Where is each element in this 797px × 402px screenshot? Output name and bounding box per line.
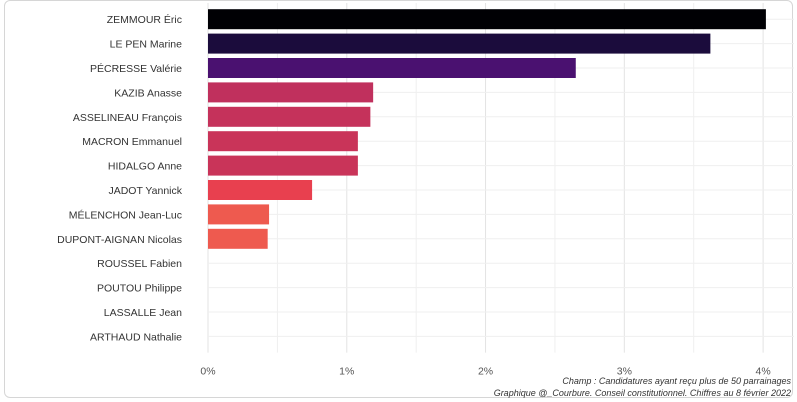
bar — [208, 180, 313, 200]
category-label: MACRON Emmanuel — [82, 136, 182, 148]
category-label: JADOT Yannick — [108, 185, 182, 197]
caption-line-2: Graphique @_Courbure. Conseil constituti… — [494, 388, 791, 398]
category-label: ARTHAUD Nathalie — [90, 331, 182, 343]
category-label: ROUSSEL Fabien — [97, 258, 182, 270]
x-tick-label: 3% — [617, 366, 632, 378]
category-label: POUTOU Philippe — [97, 283, 182, 295]
bar — [208, 155, 358, 176]
bar — [208, 131, 358, 152]
category-label: LE PEN Marine — [110, 39, 183, 51]
category-label: HIDALGO Anne — [108, 161, 182, 173]
bar — [208, 204, 270, 225]
chart-card: ZEMMOUR Éric LE PEN Marine PÉCRESSE Valéri… — [4, 0, 794, 398]
grid-lines — [207, 3, 794, 353]
category-label: DUPONT-AIGNAN Nicolas — [57, 234, 182, 246]
bar — [208, 9, 766, 30]
bars — [208, 9, 766, 249]
category-labels: ZEMMOUR Éric LE PEN Marine PÉCRESSE Valéri… — [57, 13, 183, 343]
x-tick-label: 4% — [756, 366, 771, 378]
x-tick-labels: 0% 1% 2% 3% 4% — [200, 366, 770, 378]
category-label: ASSELINEAU François — [73, 112, 182, 124]
bar — [208, 82, 374, 103]
category-label: ZEMMOUR Éric — [107, 13, 182, 26]
x-tick-label: 0% — [200, 366, 215, 378]
bar — [208, 58, 576, 78]
bar-chart: ZEMMOUR Éric LE PEN Marine PÉCRESSE Valéri… — [57, 3, 794, 398]
category-label: PÉCRESSE Valérie — [90, 62, 182, 75]
category-label: MÉLENCHON Jean-Luc — [69, 208, 182, 221]
x-tick-label: 1% — [339, 366, 354, 378]
category-label: KAZIB Anasse — [114, 87, 182, 99]
bar — [208, 106, 371, 127]
bar — [208, 33, 711, 54]
category-label: LASSALLE Jean — [104, 307, 182, 319]
bar — [208, 228, 268, 249]
x-tick-label: 2% — [478, 366, 493, 378]
caption-line-1: Champ : Candidatures ayant reçu plus de … — [562, 376, 791, 386]
